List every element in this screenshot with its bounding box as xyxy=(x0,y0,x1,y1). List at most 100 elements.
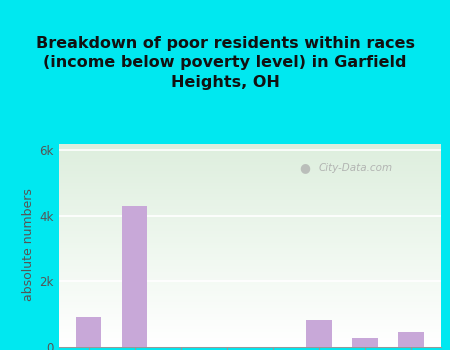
Bar xyxy=(58,276,441,278)
Bar xyxy=(58,172,441,173)
Bar xyxy=(58,307,441,308)
Bar xyxy=(58,256,441,257)
Bar xyxy=(58,192,441,193)
Bar xyxy=(58,297,441,298)
Bar xyxy=(58,215,441,216)
Bar xyxy=(58,166,441,167)
Bar xyxy=(58,293,441,294)
Bar xyxy=(58,197,441,198)
Bar xyxy=(58,270,441,271)
Bar xyxy=(58,190,441,191)
Bar xyxy=(58,155,441,156)
Bar xyxy=(58,176,441,177)
Bar xyxy=(58,340,441,341)
Bar xyxy=(58,200,441,201)
Bar xyxy=(58,301,441,302)
Bar xyxy=(58,167,441,168)
Bar xyxy=(58,257,441,258)
Bar xyxy=(58,223,441,224)
Bar xyxy=(58,322,441,323)
Bar xyxy=(58,183,441,184)
Bar xyxy=(58,196,441,197)
Bar xyxy=(58,210,441,211)
Bar xyxy=(122,206,147,346)
Bar xyxy=(58,275,441,276)
Bar xyxy=(58,146,441,147)
Bar xyxy=(58,230,441,231)
Bar xyxy=(58,231,441,232)
Bar xyxy=(58,266,441,267)
Bar xyxy=(58,295,441,296)
Bar xyxy=(58,152,441,153)
Bar xyxy=(58,154,441,155)
Bar xyxy=(58,321,441,322)
Bar xyxy=(58,294,441,295)
Bar xyxy=(58,246,441,247)
Bar xyxy=(58,287,441,288)
Bar xyxy=(58,298,441,299)
Bar xyxy=(58,248,441,249)
Bar xyxy=(58,273,441,274)
Bar xyxy=(58,341,441,342)
Bar xyxy=(58,202,441,203)
Bar xyxy=(58,157,441,158)
Bar xyxy=(58,240,441,241)
Bar xyxy=(58,255,441,256)
Bar xyxy=(58,314,441,315)
Bar xyxy=(58,342,441,343)
Bar xyxy=(58,306,441,307)
Bar xyxy=(58,330,441,331)
Bar xyxy=(398,332,423,346)
Bar xyxy=(58,220,441,222)
Bar xyxy=(58,317,441,318)
Bar xyxy=(58,289,441,290)
Bar xyxy=(58,264,441,265)
Bar xyxy=(58,243,441,244)
Bar xyxy=(58,160,441,161)
Bar xyxy=(58,232,441,233)
Bar xyxy=(58,162,441,163)
Bar xyxy=(58,292,441,293)
Bar xyxy=(58,299,441,300)
Bar xyxy=(58,345,441,346)
Bar xyxy=(58,184,441,185)
Bar xyxy=(58,260,441,261)
Bar xyxy=(58,181,441,182)
Bar xyxy=(58,158,441,159)
Bar xyxy=(58,304,441,305)
Bar xyxy=(58,191,441,192)
Bar xyxy=(58,263,441,264)
Bar xyxy=(58,272,441,273)
Y-axis label: absolute numbers: absolute numbers xyxy=(22,189,35,301)
Bar xyxy=(58,245,441,246)
Bar xyxy=(58,303,441,304)
Bar xyxy=(58,164,441,165)
Bar xyxy=(58,169,441,170)
Bar xyxy=(58,214,441,215)
Bar xyxy=(58,237,441,238)
Bar xyxy=(58,308,441,309)
Bar xyxy=(58,177,441,178)
Bar xyxy=(58,265,441,266)
Bar xyxy=(58,208,441,209)
Bar xyxy=(58,334,441,335)
Bar xyxy=(58,161,441,162)
Bar xyxy=(58,320,441,321)
Bar xyxy=(58,327,441,328)
Bar xyxy=(58,329,441,330)
Bar xyxy=(58,174,441,175)
Bar xyxy=(58,267,441,268)
Bar xyxy=(58,318,441,319)
Bar xyxy=(58,278,441,279)
Bar xyxy=(58,325,441,326)
Bar xyxy=(58,149,441,150)
Bar xyxy=(58,323,441,324)
Bar xyxy=(58,228,441,229)
Bar xyxy=(58,194,441,195)
Bar xyxy=(58,236,441,237)
Bar xyxy=(58,279,441,280)
Bar xyxy=(58,336,441,337)
Bar xyxy=(58,252,441,253)
Bar xyxy=(58,262,441,263)
Bar xyxy=(58,274,441,275)
